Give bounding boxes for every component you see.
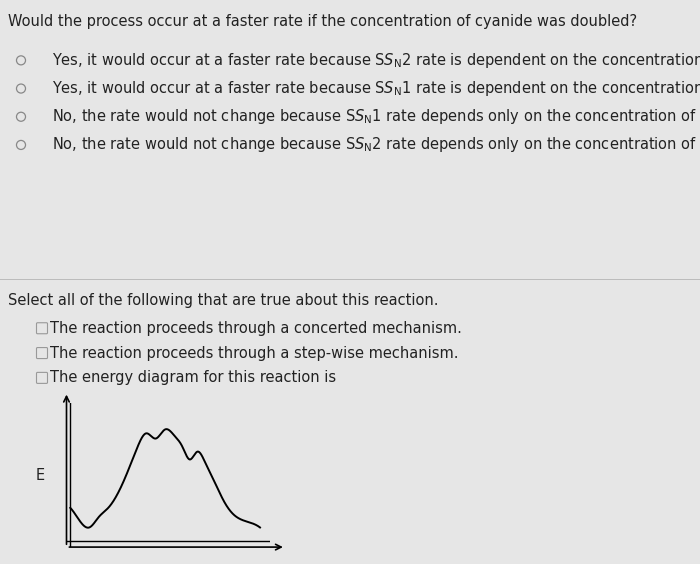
Text: Yes, it would occur at a faster rate because S$S_{\rm N}$1 rate is dependent on : Yes, it would occur at a faster rate bec… bbox=[52, 79, 700, 98]
Text: E: E bbox=[36, 468, 45, 483]
Text: No, the rate would not change because S$S_{\rm N}$2 rate depends only on the con: No, the rate would not change because S$… bbox=[52, 135, 700, 155]
Text: The reaction proceeds through a concerted mechanism.: The reaction proceeds through a concerte… bbox=[50, 321, 463, 336]
Text: The energy diagram for this reaction is: The energy diagram for this reaction is bbox=[50, 371, 337, 385]
Text: The reaction proceeds through a step-wise mechanism.: The reaction proceeds through a step-wis… bbox=[50, 346, 459, 360]
Text: No, the rate would not change because S$S_{\rm N}$1 rate depends only on the con: No, the rate would not change because S$… bbox=[52, 107, 700, 126]
Text: Select all of the following that are true about this reaction.: Select all of the following that are tru… bbox=[8, 293, 438, 309]
Text: Would the process occur at a faster rate if the concentration of cyanide was dou: Would the process occur at a faster rate… bbox=[8, 14, 637, 29]
Text: Yes, it would occur at a faster rate because S$S_{\rm N}$2 rate is dependent on : Yes, it would occur at a faster rate bec… bbox=[52, 51, 700, 70]
